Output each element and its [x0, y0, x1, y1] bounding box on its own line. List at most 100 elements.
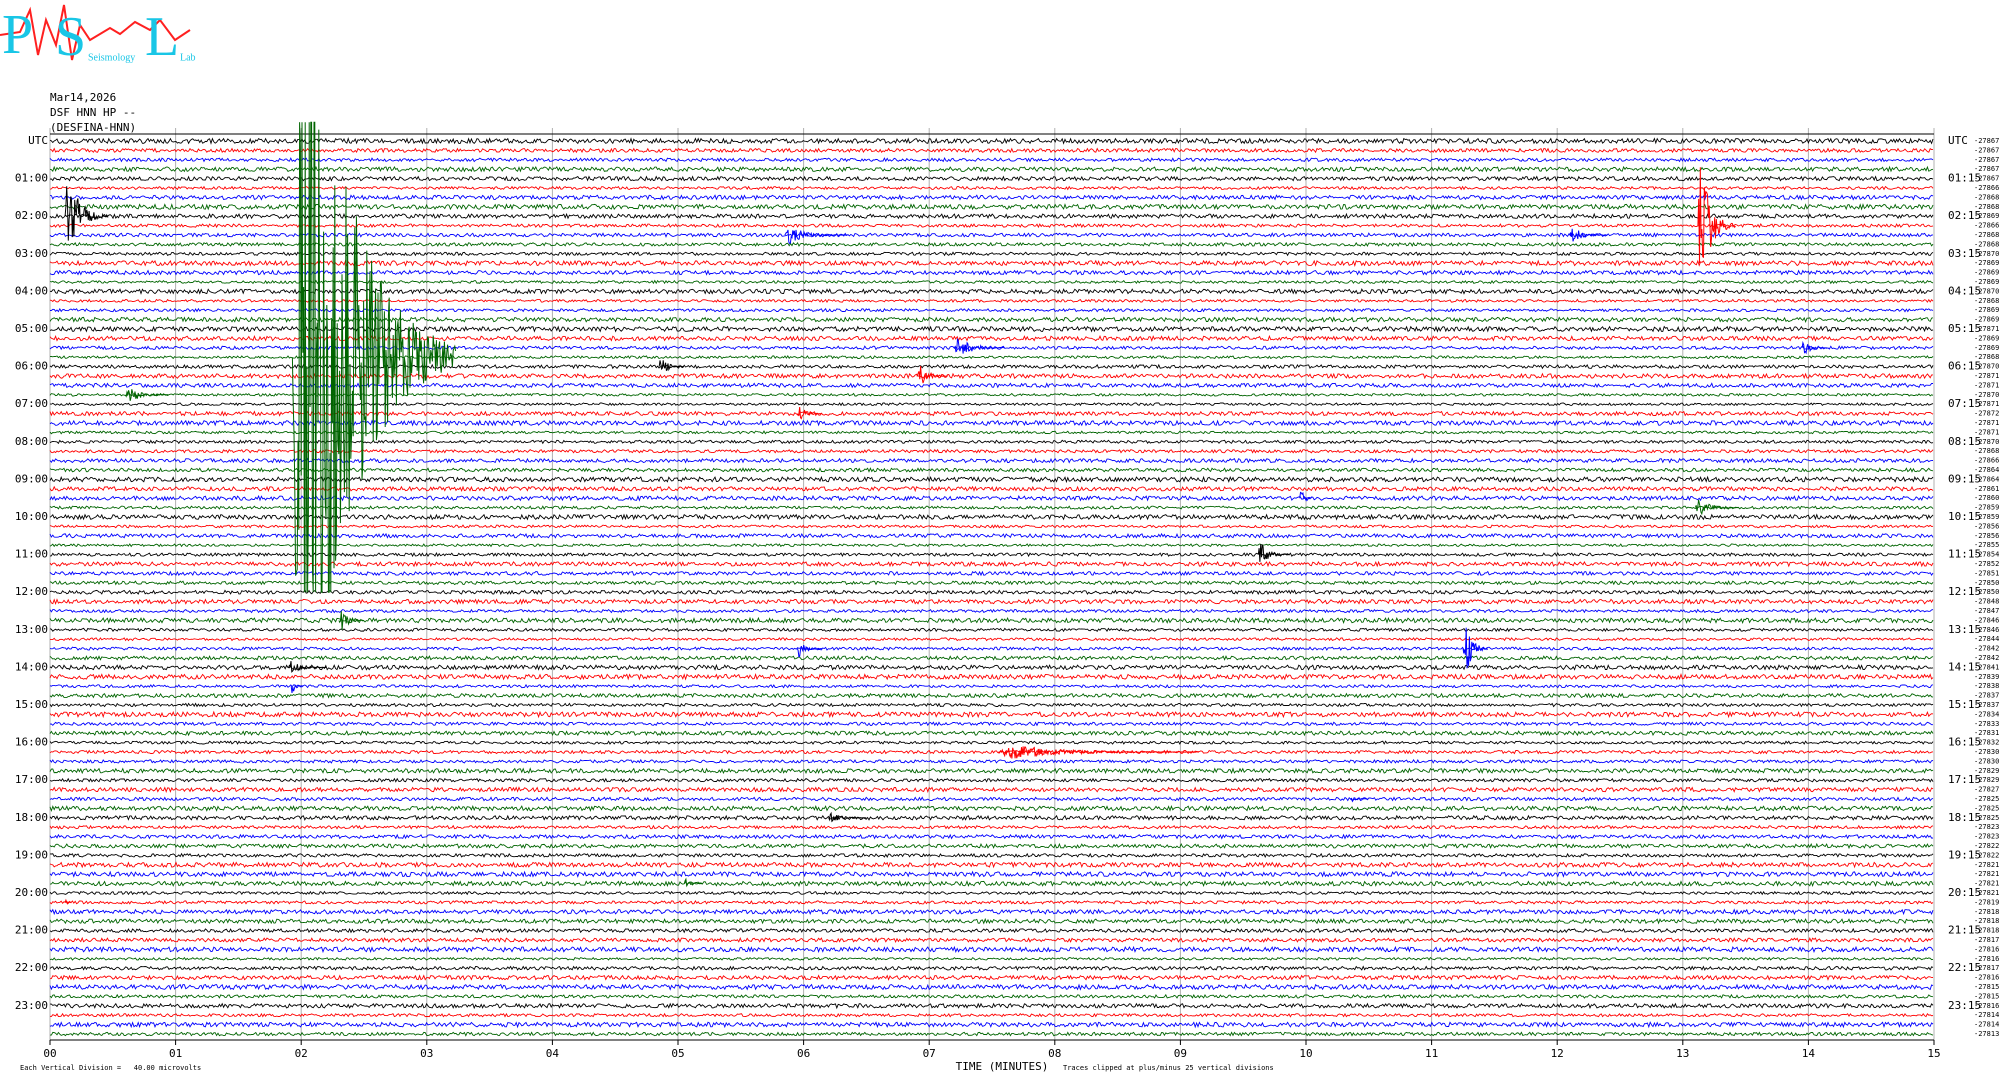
offset-label: -27832 — [1974, 739, 1999, 747]
trace — [49, 917, 1934, 925]
x-axis-label: TIME (MINUTES) — [956, 1060, 1049, 1073]
offset-label: -27867 — [1974, 156, 1999, 164]
trace — [49, 457, 1934, 464]
offset-label: -27861 — [1974, 485, 1999, 493]
event-waveform — [1462, 627, 1489, 669]
trace — [49, 439, 1934, 445]
offset-label: -27859 — [1974, 513, 1999, 521]
row-time-label: 09:00 — [15, 472, 48, 485]
offset-label: -27867 — [1974, 165, 1999, 173]
trace — [49, 861, 1934, 869]
trace — [49, 598, 1934, 605]
event-waveform — [1257, 543, 1290, 562]
trace — [50, 1031, 1934, 1037]
trace — [49, 288, 1934, 295]
offset-label: -27847 — [1974, 607, 1999, 615]
row-time-label: 17:15 — [1948, 773, 1981, 786]
event-waveform — [290, 685, 304, 693]
trace — [49, 560, 1934, 568]
event-waveform — [288, 661, 327, 673]
offset-label: -27821 — [1974, 861, 1999, 869]
row-time-label: 08:15 — [1948, 435, 1981, 448]
trace — [49, 251, 1934, 257]
row-time-label: 15:00 — [15, 698, 48, 711]
offset-label: -27816 — [1974, 945, 1999, 953]
offset-label: -27819 — [1974, 898, 1999, 906]
logo-word: Lab — [180, 52, 196, 63]
trace — [49, 758, 1934, 764]
trace — [49, 475, 1934, 484]
trace — [49, 814, 1934, 821]
row-time-label: 10:15 — [1948, 510, 1981, 523]
offset-label: -27841 — [1974, 663, 1999, 671]
trace — [49, 804, 1934, 812]
row-time-label: 21:15 — [1948, 924, 1981, 937]
x-tick-label: 12 — [1551, 1047, 1564, 1060]
trace — [49, 570, 1934, 577]
trace — [49, 298, 1934, 303]
offset-label: -27814 — [1974, 1011, 1999, 1019]
offset-label: -27864 — [1974, 475, 1999, 483]
row-time-label: 20:15 — [1948, 886, 1981, 899]
event-waveform — [828, 811, 867, 823]
trace — [49, 655, 1934, 661]
trace — [49, 616, 1934, 624]
x-tick-label: 14 — [1802, 1047, 1816, 1060]
trace — [49, 232, 1934, 238]
row-time-label: 02:00 — [15, 209, 48, 222]
row-time-label: 11:00 — [15, 548, 48, 561]
row-time-label: 13:00 — [15, 623, 48, 636]
offset-label: -27867 — [1974, 175, 1999, 183]
offset-label: -27871 — [1974, 372, 1999, 380]
trace — [49, 448, 1934, 454]
x-tick-label: 10 — [1299, 1047, 1312, 1060]
trace — [49, 956, 1934, 961]
footer-note: Traces clipped at plus/minus 25 vertical… — [1063, 1064, 1274, 1072]
trace — [49, 927, 1934, 934]
trace — [49, 524, 1934, 529]
row-time-label: 11:15 — [1948, 548, 1981, 561]
event-waveform — [64, 898, 71, 905]
trace — [49, 786, 1934, 794]
offset-label: -27827 — [1974, 786, 1999, 794]
offset-label: -27856 — [1974, 522, 1999, 530]
event-waveform — [998, 746, 1200, 759]
trace — [49, 279, 1934, 285]
row-time-label: 14:00 — [15, 660, 48, 673]
row-time-label: 03:15 — [1948, 247, 1981, 260]
x-tick-label: 09 — [1174, 1047, 1187, 1060]
offset-label: -27869 — [1974, 316, 1999, 324]
offset-label: -27834 — [1974, 710, 1999, 718]
offset-label: -27869 — [1974, 334, 1999, 342]
x-tick-label: 02 — [295, 1047, 308, 1060]
x-tick-label: 15 — [1927, 1047, 1940, 1060]
offset-label: -27844 — [1974, 635, 1999, 643]
trace — [49, 1012, 1934, 1018]
trace — [49, 945, 1934, 954]
trace — [49, 796, 1934, 802]
offset-label: -27859 — [1974, 504, 1999, 512]
offset-label: -27870 — [1974, 287, 1999, 295]
offset-label: -27831 — [1974, 729, 1999, 737]
row-time-label: UTC — [28, 134, 48, 147]
row-time-label: 06:15 — [1948, 360, 1981, 373]
offset-label: -27866 — [1974, 184, 1999, 192]
trace — [49, 552, 1934, 558]
x-tick-label: 08 — [1048, 1047, 1061, 1060]
offset-label: -27815 — [1974, 992, 1999, 1000]
event-waveform — [784, 229, 848, 245]
row-time-label: 08:00 — [15, 435, 48, 448]
logo-letter: L — [145, 6, 179, 68]
offset-label: -27817 — [1974, 964, 1999, 972]
row-time-label: 22:15 — [1948, 961, 1981, 974]
offset-label: -27868 — [1974, 353, 1999, 361]
event-waveform — [291, 121, 457, 593]
offset-label: -27869 — [1974, 212, 1999, 220]
offset-label: -27842 — [1974, 645, 1999, 653]
event-waveform — [124, 389, 169, 401]
row-time-label: 22:00 — [15, 961, 48, 974]
trace — [49, 589, 1934, 596]
trace — [49, 467, 1934, 473]
trace — [49, 430, 1934, 435]
